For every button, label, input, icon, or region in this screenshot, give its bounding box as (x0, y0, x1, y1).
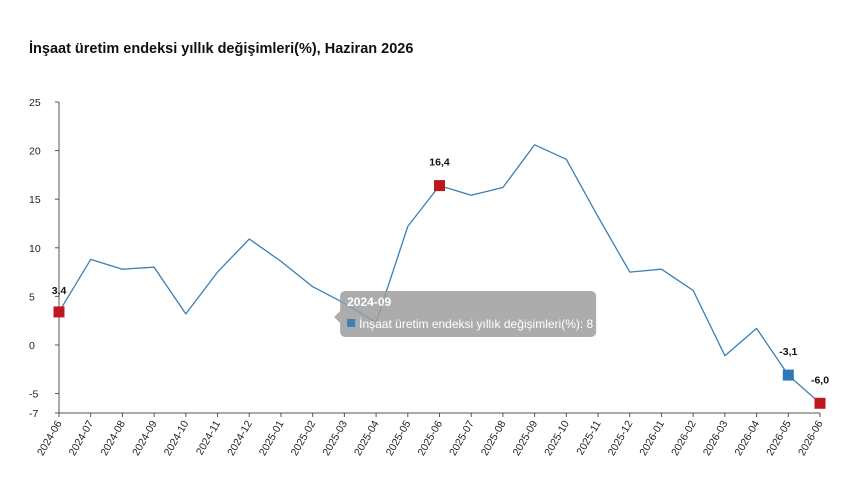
x-tick-label: 2025-11 (574, 418, 603, 457)
y-tick-label: 5 (29, 291, 35, 303)
data-point-marker[interactable] (53, 306, 65, 318)
marker-layer: 3,4 16,4 -3,1 -6,0 (52, 157, 829, 409)
x-axis: 2024-06 2024-07 2024-08 2024-09 2024-10 2024-… (35, 412, 826, 458)
x-tick-label: 2026-05 (764, 418, 794, 458)
x-tick-label: 2025-08 (479, 418, 509, 458)
tooltip-pointer (334, 311, 341, 323)
x-tick-label: 2025-04 (352, 418, 382, 458)
y-tick-label: 20 (29, 146, 41, 158)
x-tick-label: 2026-06 (796, 418, 826, 458)
x-tick-label: 2025-03 (320, 418, 350, 458)
x-tick-label: 2024-08 (98, 418, 128, 458)
chart-title: İnşaat üretim endeksi yıllık değişimleri… (29, 41, 414, 57)
x-tick-label: 2025-09 (511, 418, 541, 458)
tooltip-series-label: İnşaat üretim endeksi yıllık değişimleri… (359, 317, 593, 331)
data-point-marker[interactable] (782, 369, 794, 381)
y-tick-label: 25 (29, 97, 41, 109)
x-tick-label: 2025-06 (415, 418, 445, 458)
y-tick-label: -7 (29, 408, 38, 420)
x-tick-label: 2025-10 (542, 418, 572, 458)
y-tick-label: 0 (29, 340, 35, 352)
tooltip-box (340, 291, 597, 337)
x-tick-label: 2026-03 (701, 418, 731, 458)
y-axis: 25 20 15 10 5 0 -5 -7 (29, 97, 60, 420)
data-label: -6,0 (811, 374, 829, 386)
y-tick-label: -5 (29, 389, 38, 401)
x-tick-label: 2025-12 (606, 418, 636, 458)
tooltip-series-marker (347, 319, 356, 327)
x-tick-label: 2024-07 (67, 418, 97, 458)
x-tick-label: 2026-04 (733, 418, 763, 458)
tooltip-header: 2024-09 (347, 295, 391, 309)
data-point-marker[interactable] (814, 397, 826, 409)
x-tick-label: 2025-01 (257, 418, 287, 458)
y-tick-label: 10 (29, 243, 41, 255)
x-tick-label: 2024-11 (194, 418, 223, 457)
y-tick-label: 15 (29, 194, 41, 206)
x-tick-label: 2025-05 (384, 418, 414, 458)
x-tick-label: 2026-02 (669, 418, 699, 458)
x-tick-label: 2024-09 (130, 418, 160, 458)
x-tick-label: 2024-10 (162, 418, 192, 458)
x-tick-label: 2024-06 (35, 418, 65, 458)
data-point-marker[interactable] (434, 180, 445, 192)
data-label: 16,4 (429, 157, 450, 169)
x-tick-label: 2025-07 (447, 418, 477, 458)
x-tick-label: 2024-12 (225, 418, 255, 458)
x-tick-label: 2025-02 (289, 418, 319, 458)
x-tick-label: 2026-01 (637, 418, 667, 458)
data-label: -3,1 (779, 346, 797, 358)
tooltip: 2024-09 İnşaat üretim endeksi yıllık deği… (334, 291, 597, 337)
data-label: 3,4 (52, 285, 67, 297)
